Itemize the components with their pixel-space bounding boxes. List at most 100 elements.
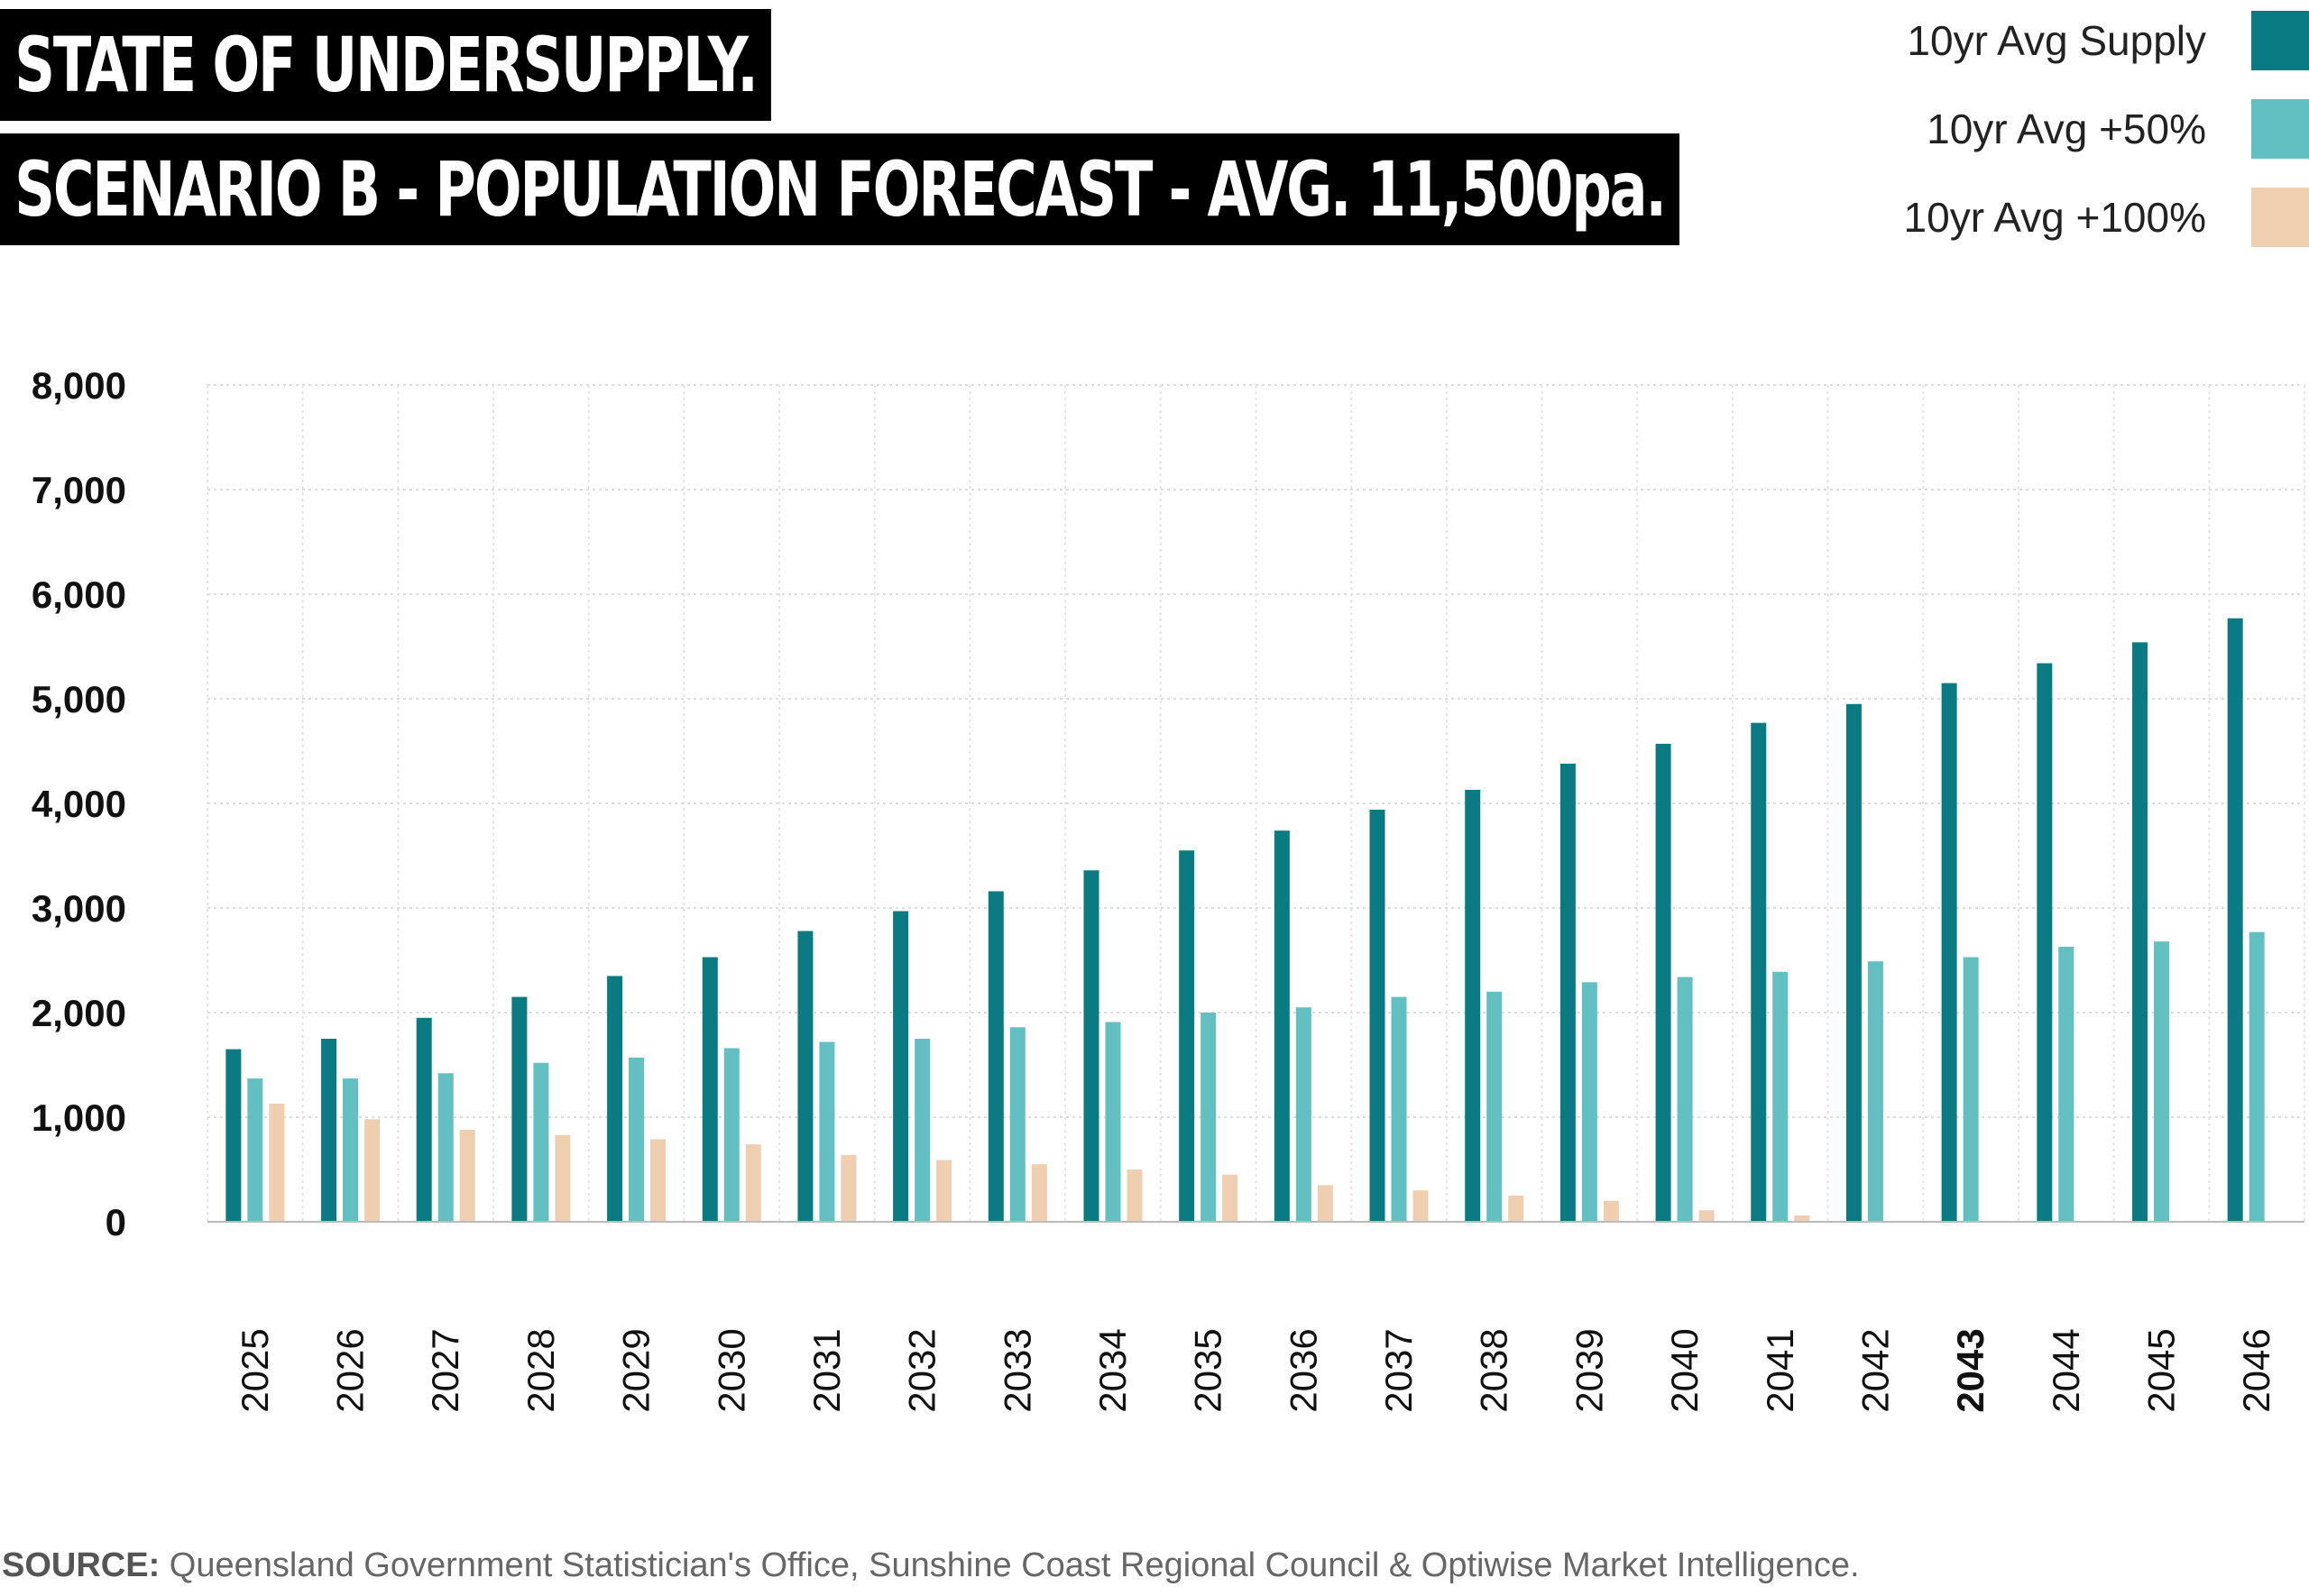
chart-subtitle: SCENARIO B - POPULATION FORECAST - AVG. …: [0, 133, 1679, 245]
bar: [841, 1154, 857, 1222]
bar: [364, 1119, 381, 1222]
y-tick-label: 3,000: [32, 887, 126, 930]
source-note: SOURCE: Queensland Government Statistici…: [2, 1546, 1860, 1585]
x-tick-label: 2032: [901, 1328, 943, 1412]
bar: [1772, 971, 1789, 1222]
bar: [607, 976, 623, 1222]
y-tick-label: 8,000: [32, 364, 126, 407]
bar: [1751, 722, 1767, 1222]
x-tick-label: 2036: [1282, 1328, 1324, 1412]
x-tick-label: 2030: [710, 1328, 752, 1412]
bar: [1963, 957, 1979, 1222]
source-text: Queensland Government Statistician's Off…: [160, 1546, 1860, 1584]
bar: [2153, 941, 2169, 1222]
bar: [321, 1039, 337, 1222]
bar: [1603, 1200, 1619, 1222]
bar: [1559, 763, 1576, 1222]
x-tick-label: 2044: [2045, 1328, 2087, 1412]
x-tick-label: 2045: [2139, 1328, 2182, 1412]
y-tick-label: 4,000: [32, 783, 126, 825]
bar: [2037, 663, 2053, 1222]
x-tick-label: 2025: [234, 1328, 276, 1412]
bar: [1127, 1169, 1143, 1222]
bar: [437, 1073, 454, 1222]
bar: [416, 1017, 432, 1222]
bar: [225, 1049, 242, 1222]
bar: [1369, 809, 1385, 1222]
x-tick-label: 2040: [1663, 1328, 1706, 1412]
bar: [915, 1039, 931, 1222]
bar: [893, 911, 909, 1222]
bar: [269, 1103, 285, 1222]
bar: [1179, 850, 1195, 1222]
x-tick-label: 2031: [805, 1328, 848, 1412]
bar: [1200, 1013, 1217, 1222]
bar: [1867, 961, 1883, 1222]
legend-swatch: [2251, 11, 2309, 70]
bar: [1083, 870, 1099, 1222]
bar: [555, 1134, 571, 1222]
source-label: SOURCE:: [2, 1546, 161, 1584]
bar: [1677, 977, 1693, 1222]
legend-label: 10yr Avg +100%: [1903, 194, 2206, 241]
bar: [745, 1144, 761, 1222]
x-tick-label: 2035: [1187, 1328, 1229, 1412]
bar: [2131, 642, 2148, 1222]
bar: [1295, 1007, 1311, 1222]
bar: [1698, 1210, 1715, 1222]
legend-item-plus50: 10yr Avg +50%: [1927, 99, 2309, 159]
bar: [511, 996, 528, 1222]
legend-item-plus100: 10yr Avg +100%: [1904, 188, 2309, 247]
bar: [988, 891, 1004, 1222]
bar: [1486, 991, 1503, 1222]
bar: [1581, 982, 1597, 1222]
bar: [1031, 1164, 1047, 1222]
bar: [1274, 830, 1290, 1222]
bar: [1508, 1196, 1524, 1222]
x-tick-label: 2034: [1091, 1328, 1134, 1412]
bar-chart: 0 1,000 2,000 3,000 4,000 5,000 6,000 7,000 8,00…: [32, 364, 2305, 1413]
bar: [343, 1078, 359, 1222]
bar: [1941, 683, 1957, 1222]
x-tick-label: 2029: [615, 1328, 658, 1412]
bar: [650, 1139, 667, 1222]
bar: [1105, 1022, 1121, 1222]
x-tick-label: 2042: [1854, 1328, 1896, 1412]
legend-item-supply: 10yr Avg Supply: [1907, 11, 2309, 70]
x-tick-label: 2033: [996, 1328, 1038, 1412]
bar: [1412, 1190, 1429, 1222]
legend-label: 10yr Avg Supply: [1907, 17, 2206, 64]
bar: [2249, 931, 2265, 1222]
bar: [629, 1057, 645, 1222]
y-tick-label: 5,000: [32, 678, 126, 720]
bar: [1845, 703, 1862, 1222]
x-tick-label: 2028: [520, 1328, 562, 1412]
legend-swatch: [2251, 99, 2309, 159]
x-tick-label: 2039: [1568, 1328, 1610, 1412]
bar: [797, 931, 814, 1222]
chart-title: STATE OF UNDERSUPPLY.: [0, 9, 771, 121]
bar: [1465, 789, 1481, 1222]
bar: [1391, 996, 1407, 1222]
bar: [1794, 1215, 1810, 1222]
bar: [936, 1160, 952, 1222]
legend-label: 10yr Avg +50%: [1927, 105, 2206, 152]
x-tick-label: 2046: [2235, 1328, 2277, 1412]
bar: [2227, 618, 2243, 1222]
x-tick-label: 2038: [1473, 1328, 1515, 1412]
y-tick-label: 2,000: [32, 992, 126, 1034]
legend-swatch: [2251, 188, 2309, 247]
bar: [459, 1129, 475, 1222]
bar: [1317, 1185, 1333, 1222]
x-tick-label: 2043: [1949, 1328, 1992, 1412]
bar: [1009, 1027, 1026, 1222]
bar: [702, 957, 718, 1222]
y-tick-label: 6,000: [32, 573, 126, 616]
x-tick-label: 2027: [424, 1328, 466, 1412]
y-tick-label: 7,000: [32, 469, 126, 511]
x-tick-label: 2041: [1759, 1328, 1801, 1412]
y-tick-label: 0: [106, 1201, 126, 1243]
bar: [723, 1048, 740, 1222]
x-tick-label: 2037: [1377, 1328, 1420, 1412]
y-tick-label: 1,000: [32, 1096, 126, 1139]
